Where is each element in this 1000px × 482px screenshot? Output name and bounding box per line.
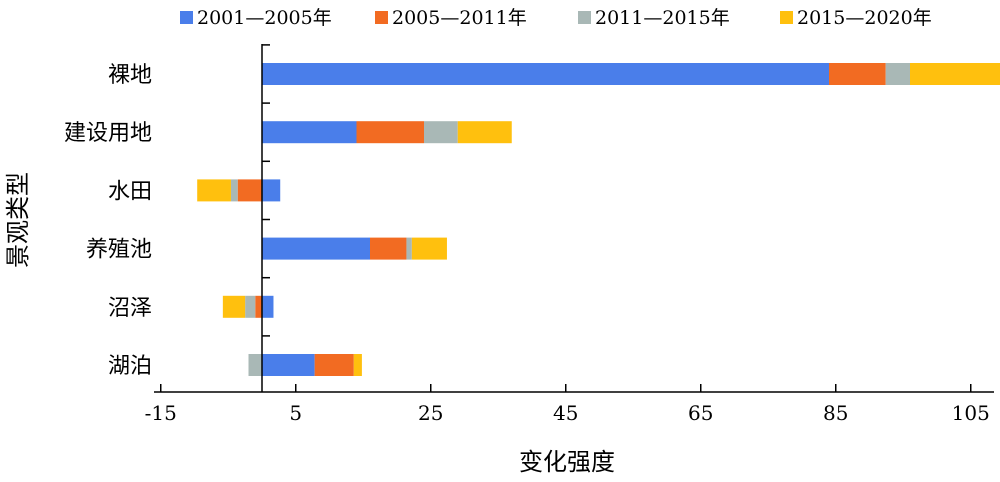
bar-segment xyxy=(353,354,362,376)
bar-segment xyxy=(314,354,354,376)
legend-label: 2001—2005年 xyxy=(197,7,332,29)
bar-segment xyxy=(197,179,231,202)
x-tick-label: 105 xyxy=(952,401,990,425)
x-tick-label: 45 xyxy=(553,401,578,425)
bar-segment xyxy=(424,121,458,144)
bar-segment xyxy=(356,121,424,144)
bar-segment xyxy=(411,237,447,260)
bar-segment xyxy=(262,354,315,376)
legend-label: 2011—2015年 xyxy=(595,7,730,29)
x-tick-label: 25 xyxy=(418,401,443,425)
category-label: 湖泊 xyxy=(108,354,152,379)
category-label: 沼泽 xyxy=(108,296,152,321)
legend-swatch xyxy=(578,11,591,24)
bar-segment xyxy=(910,63,1000,85)
x-axis-title: 变化强度 xyxy=(519,448,615,476)
bar-segment xyxy=(262,63,829,85)
bar-segment xyxy=(248,354,262,376)
bar-segment xyxy=(262,179,281,202)
legend-item: 2001—2005年 xyxy=(180,7,332,29)
x-tick-label: 5 xyxy=(289,401,302,425)
bar-segment xyxy=(406,237,412,260)
category-label: 水田 xyxy=(108,179,152,204)
x-tick-label: -15 xyxy=(145,401,177,425)
bars xyxy=(197,63,1000,376)
category-label: 裸地 xyxy=(108,63,152,88)
category-label: 建设用地 xyxy=(64,121,152,146)
bar-segment xyxy=(457,121,512,144)
y-axis-title: 景观类型 xyxy=(4,172,32,268)
legend-swatch xyxy=(780,11,793,24)
x-tick-label: 85 xyxy=(823,401,848,425)
bar-segment xyxy=(222,295,246,318)
legend-swatch xyxy=(375,11,388,24)
bar-segment xyxy=(262,295,274,318)
legend-swatch xyxy=(180,11,193,24)
legend: 2001—2005年 2005—2011年 2011—2015年 2015—2020年 xyxy=(180,7,932,29)
legend-label: 2005—2011年 xyxy=(392,7,527,29)
bar-segment xyxy=(255,295,262,318)
x-tick-label: 65 xyxy=(688,401,713,425)
bar-segment xyxy=(370,237,407,260)
bar-segment xyxy=(230,179,238,202)
category-label: 养殖池 xyxy=(86,238,152,263)
bar-segment xyxy=(829,63,886,85)
bar-segment xyxy=(885,63,910,85)
bar-segment xyxy=(262,237,370,260)
bar-segment xyxy=(262,121,357,144)
bar-segment xyxy=(237,179,262,202)
legend-item: 2011—2015年 xyxy=(578,7,730,29)
legend-item: 2005—2011年 xyxy=(375,7,527,29)
legend-label: 2015—2020年 xyxy=(797,7,932,29)
legend-item: 2015—2020年 xyxy=(780,7,932,29)
bar-segment xyxy=(245,295,256,318)
